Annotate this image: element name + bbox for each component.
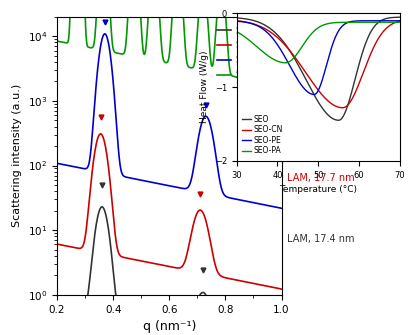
X-axis label: q (nm⁻¹): q (nm⁻¹) [143,320,196,333]
Text: LAM, 17 nm: LAM, 17 nm [287,117,346,127]
Text: LAM, 17.4 nm: LAM, 17.4 nm [287,234,355,244]
Y-axis label: Scattering intensity (a.u.): Scattering intensity (a.u.) [12,84,22,227]
Text: LAM, 17.7 nm: LAM, 17.7 nm [287,173,355,183]
Y-axis label: Heat Flow (W/g): Heat Flow (W/g) [200,51,209,123]
Legend: SEO, SEO-CN, SEO-PE, SEO-PA: SEO, SEO-CN, SEO-PE, SEO-PA [240,113,284,157]
X-axis label: Temperature (°C): Temperature (°C) [279,185,357,194]
Legend: SEO, SEO-CN, SEO-PE, SEO-PA: SEO, SEO-CN, SEO-PE, SEO-PA [213,22,277,84]
